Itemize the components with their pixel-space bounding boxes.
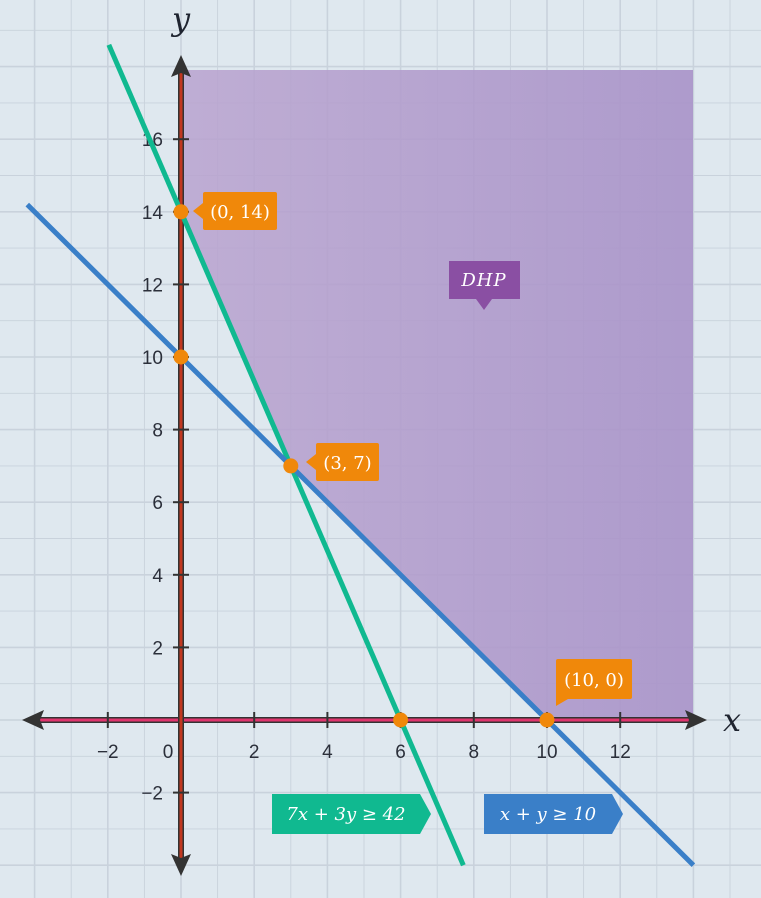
callout-box: [203, 192, 277, 230]
callout-text: 7x + 3y ≥ 42: [286, 804, 405, 825]
y-tick-label: 8: [152, 421, 163, 442]
feasible-region: [181, 70, 693, 720]
y-tick-label: 12: [142, 275, 163, 296]
callout-label: (3, 7): [323, 453, 371, 474]
callout-box: [316, 443, 379, 481]
line-7x-3y-42: [106, 43, 466, 867]
x-tick-label: 4: [322, 742, 333, 763]
region-label: DHP: [449, 261, 520, 310]
y-tick-label: −2: [141, 784, 163, 805]
x-axis-arrow-left: [22, 710, 44, 730]
x-tick-label: 8: [469, 742, 480, 763]
y-tick-label: 6: [152, 493, 163, 514]
x-tick-label: −2: [97, 742, 119, 763]
callout-text: x + y ≥ 10: [500, 804, 596, 825]
y-tick-label: 10: [142, 348, 163, 369]
point-0-10: [173, 349, 189, 365]
y-tick-label: 4: [152, 566, 163, 587]
callout-pointer: [306, 454, 316, 470]
label-x-y-10: x + y ≥ 10: [484, 794, 623, 834]
y-axis-arrow-up: [171, 55, 191, 77]
x-tick-label: 10: [536, 742, 557, 763]
line-x-y-10: [25, 202, 696, 867]
point-3-7: [283, 458, 299, 474]
x-axis-arrow-right: [685, 710, 707, 730]
point-10-0: [539, 712, 555, 728]
x-tick-label: 0: [163, 742, 174, 763]
y-axis-label: y: [170, 0, 191, 38]
callout-3-7: (3, 7): [306, 443, 379, 481]
y-tick-label: 2: [152, 638, 163, 659]
callout-pointer: [556, 690, 568, 706]
x-tick-label: 12: [610, 742, 631, 763]
x-tick-label: 2: [249, 742, 260, 763]
y-tick-label: 14: [142, 203, 164, 224]
callout-label: (0, 14): [210, 202, 270, 223]
callout-shape: [484, 794, 623, 834]
callout-0-14: (0, 14): [193, 192, 277, 230]
callout-box: [556, 659, 632, 699]
point-6-0: [393, 712, 409, 728]
callout-10-0: (10, 0): [556, 659, 632, 706]
y-axis-arrow-down: [171, 854, 191, 876]
region-label-text: DHP: [460, 270, 506, 291]
callout-shape: [272, 794, 431, 834]
point-0-14: [173, 204, 189, 220]
callout-pointer: [193, 203, 203, 219]
callout-label: (10, 0): [564, 670, 624, 691]
x-tick-label: 6: [395, 742, 406, 763]
region-label-shape: [449, 261, 520, 310]
x-axis-label: x: [723, 701, 741, 739]
label-7x-3y-42: 7x + 3y ≥ 42: [272, 794, 431, 834]
